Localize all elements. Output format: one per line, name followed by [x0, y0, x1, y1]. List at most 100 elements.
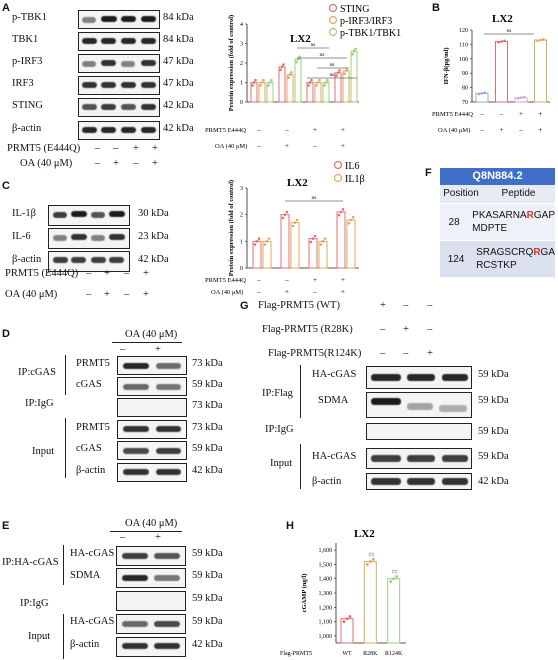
legend-label: IL1β — [345, 174, 365, 185]
table-row: 28 PKASARNARGAP MDPTE — [440, 204, 555, 241]
sign: – — [427, 300, 433, 311]
panel-d-cond-label: OA (40 μM) — [125, 329, 178, 340]
y-tick-label: 1,600 — [319, 548, 333, 554]
ns-label: ns — [311, 42, 316, 48]
data-point — [290, 71, 293, 74]
panel-g-ip-label: IP:Flag — [262, 388, 293, 399]
blot-kda-label: 59 kDa — [478, 369, 509, 380]
data-point — [338, 69, 341, 72]
panel-label-g: G — [240, 300, 249, 312]
blot-band — [141, 38, 156, 44]
col-peptide: Peptide — [501, 188, 536, 199]
data-point — [298, 55, 301, 59]
x-cond2-label: OA (40 μM) — [438, 127, 470, 134]
sign: – — [124, 268, 130, 279]
blot-strip — [117, 420, 187, 439]
panel-label-a: A — [2, 2, 10, 14]
blot-strip — [78, 121, 160, 140]
blot-band — [101, 127, 116, 133]
blot-band — [82, 127, 97, 133]
sign: + — [152, 158, 158, 169]
ns-label: ns — [330, 62, 335, 68]
panel-d-ip-label: IP:cGAS — [18, 367, 56, 378]
data-point — [318, 78, 321, 82]
panel-d-igg-label: IP:IgG — [25, 398, 54, 409]
bar — [342, 70, 350, 103]
blot-row-label: HA-cGAS — [312, 369, 357, 380]
x-sign: – — [256, 142, 261, 150]
y-tick-label: 0 — [240, 266, 243, 272]
blot-band — [407, 478, 435, 485]
x-sign: – — [284, 276, 289, 284]
peptide-line2: RCSTKP — [476, 260, 517, 271]
blot-row-label: SDMA — [70, 570, 101, 581]
blot-strip — [116, 591, 186, 611]
y-tick-label: 1,000 — [319, 634, 333, 640]
blot-band — [82, 61, 96, 67]
blot-band — [141, 60, 156, 66]
ns-label: ns — [330, 72, 335, 78]
blot-band — [123, 426, 149, 432]
x-sign: + — [313, 126, 317, 134]
sign: – — [133, 158, 139, 169]
blot-kda-label: 42 kDa — [478, 476, 509, 487]
data-point — [354, 47, 357, 51]
cond-label: Flag-PRMT5 (R28K) — [262, 324, 353, 335]
panel-e-input-label: Input — [28, 631, 51, 642]
data-point — [319, 243, 323, 246]
cond-label: Flag-PRMT5 (WT) — [258, 300, 340, 311]
blot-kda-label: 42 kDa — [163, 100, 194, 111]
bar — [278, 66, 286, 103]
peptide-post: GAP — [533, 210, 555, 221]
peptide-line2: MDPTE — [472, 223, 508, 234]
y-axis-label: IFN-β(pg/ml) — [443, 47, 450, 84]
blot-band — [156, 384, 181, 390]
blot-band — [154, 621, 180, 627]
y-tick-label: 4 — [240, 22, 243, 28]
x-sign: + — [539, 126, 543, 134]
blot-row-label: SDMA — [318, 395, 349, 406]
blot-band — [101, 82, 116, 88]
sign: + — [380, 300, 386, 311]
data-point — [295, 60, 298, 64]
significance-label: ## — [368, 553, 374, 559]
y-tick-label: 3 — [240, 42, 243, 48]
data-point — [497, 40, 500, 44]
blot-band — [101, 104, 116, 110]
data-point — [270, 78, 273, 82]
x-sign: + — [519, 110, 523, 118]
data-point — [308, 81, 312, 84]
blot-strip — [117, 377, 187, 396]
data-point — [342, 620, 346, 623]
panel-e-igg-label: IP:IgG — [20, 598, 49, 609]
x-sign: + — [285, 142, 289, 150]
data-point — [341, 208, 345, 211]
y-tick-label: 1 — [240, 81, 243, 87]
data-point — [288, 73, 292, 76]
data-point — [539, 38, 542, 42]
blot-kda-label: 59 kDa — [192, 616, 223, 627]
data-point — [313, 234, 317, 238]
blot-kda-label: 42 kDa — [192, 639, 223, 650]
blot-band — [53, 212, 67, 218]
x-sign: – — [479, 126, 484, 134]
sign: – — [86, 289, 92, 300]
panel-d-input-label: Input — [32, 446, 55, 457]
data-point — [337, 213, 341, 217]
data-point — [477, 92, 481, 96]
panel-c-cond2-label: OA (40 μM) — [5, 289, 58, 300]
blot-band — [141, 127, 156, 133]
data-point — [311, 237, 315, 240]
blot-band — [442, 374, 468, 381]
x-cond2-label: OA (40 μM) — [211, 289, 243, 296]
legend-label: p-TBK1/TBK1 — [340, 28, 401, 39]
bar — [280, 214, 290, 269]
data-point — [251, 84, 254, 87]
bar — [334, 72, 342, 103]
blot-kda-label: 42 kDa — [138, 254, 169, 265]
blot-band — [156, 426, 181, 432]
blot-row-label: PRMT5 — [76, 358, 110, 369]
blot-band — [71, 257, 86, 263]
legend-marker — [333, 173, 343, 183]
data-point — [516, 97, 520, 100]
